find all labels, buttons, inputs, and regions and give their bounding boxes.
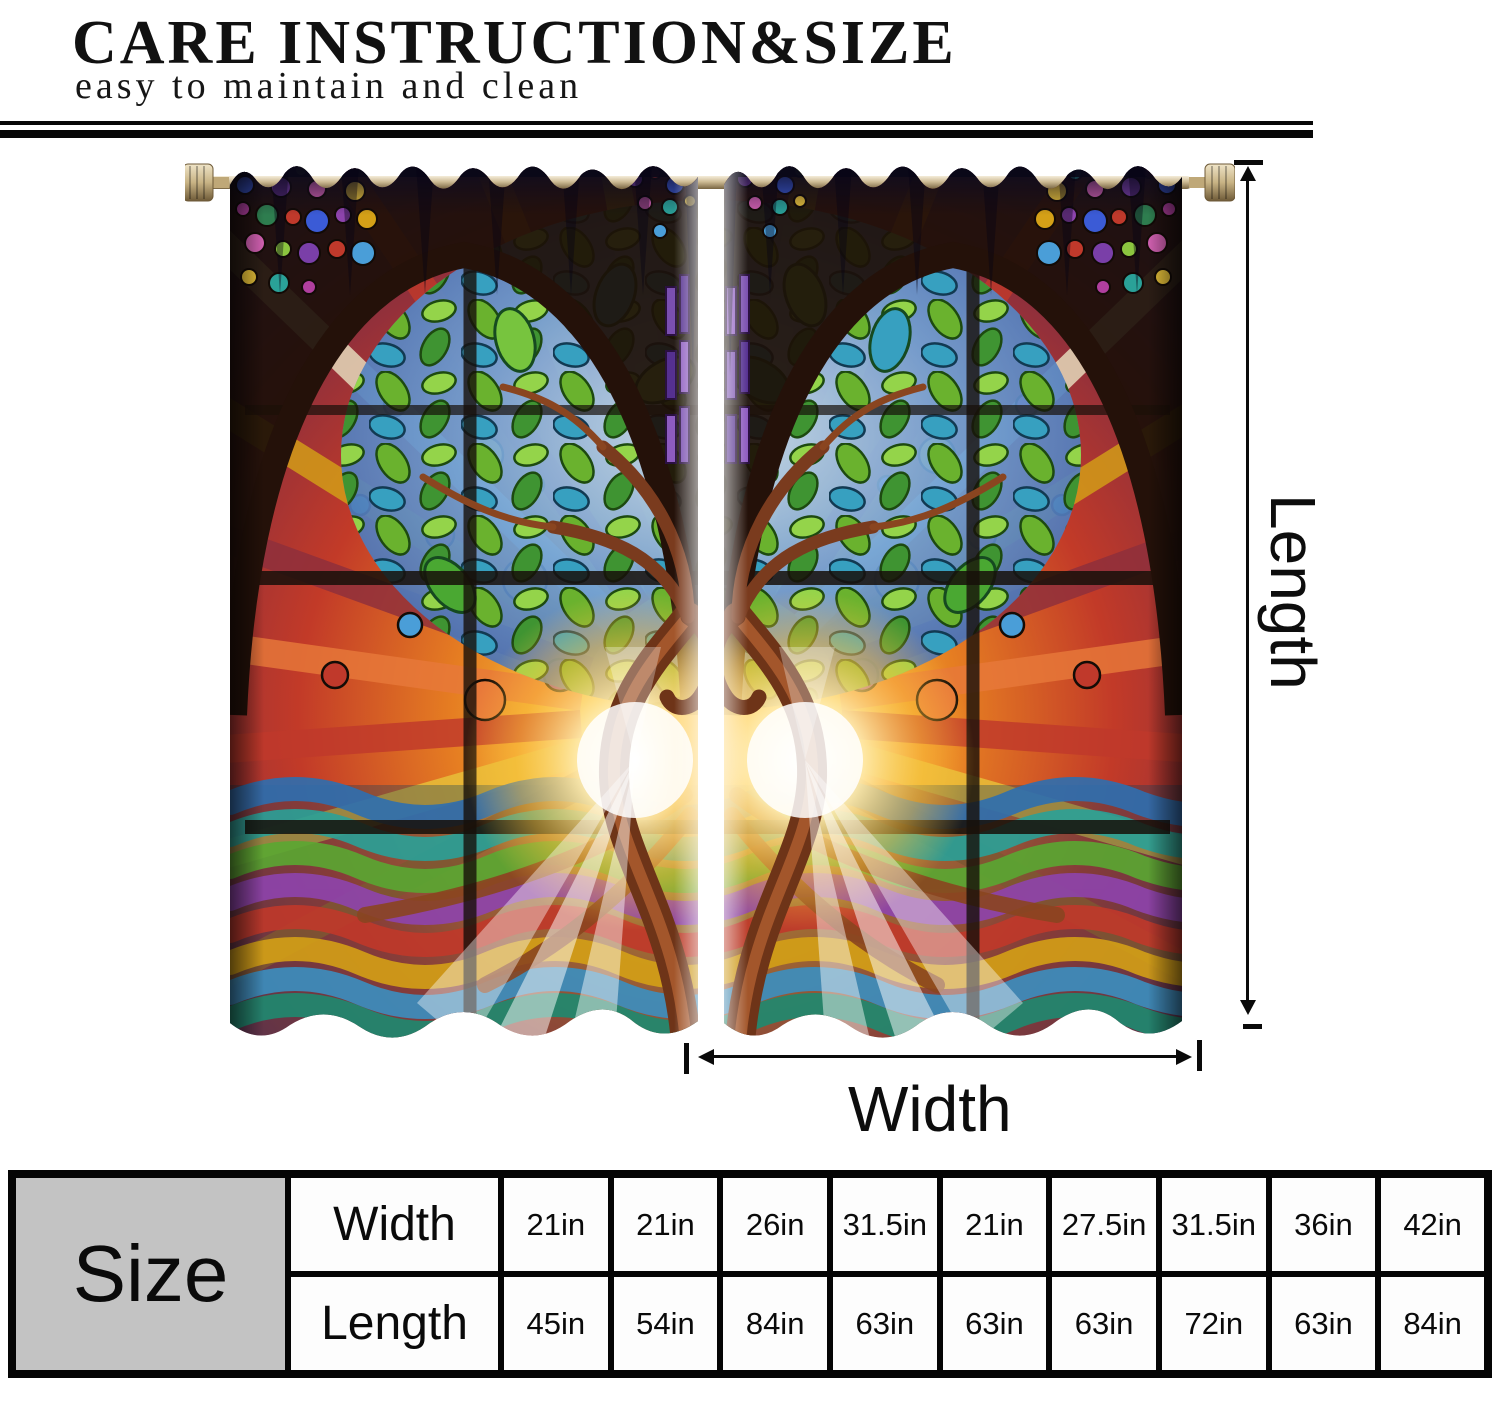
width-value: 31.5in <box>826 1171 943 1277</box>
light-beams <box>417 647 1023 1038</box>
divider-line-thick <box>0 130 1313 138</box>
length-tick-top <box>1234 160 1263 165</box>
size-table-width-row: Size Width 21in 21in 26in 31.5in 21in 27… <box>9 1171 1491 1377</box>
length-arrowhead-up <box>1240 166 1256 181</box>
divider-line-thin <box>0 121 1313 125</box>
width-value: 21in <box>498 1171 614 1277</box>
width-value: 21in <box>607 1171 724 1277</box>
length-value: 63in <box>826 1271 943 1377</box>
width-row-label: Width <box>285 1171 504 1277</box>
arch-frames <box>230 166 1182 716</box>
right-finial <box>1189 163 1235 202</box>
length-value: 54in <box>607 1271 724 1377</box>
page-subtitle: easy to maintain and clean <box>75 65 583 107</box>
width-tick-right <box>1197 1040 1202 1071</box>
width-arrowhead-left <box>698 1049 714 1065</box>
left-finial <box>185 163 229 202</box>
width-arrow-line <box>714 1055 1176 1058</box>
width-label: Width <box>848 1073 1012 1145</box>
size-table: Size Width 21in 21in 26in 31.5in 21in 27… <box>8 1170 1492 1378</box>
length-value: 63in <box>1265 1271 1382 1377</box>
length-tick-bottom <box>1243 1024 1262 1029</box>
width-value: 21in <box>936 1171 1053 1277</box>
length-value: 84in <box>717 1271 833 1377</box>
length-row-label: Length <box>285 1271 504 1377</box>
width-value: 26in <box>717 1171 833 1277</box>
width-value: 27.5in <box>1046 1171 1162 1277</box>
width-value: 31.5in <box>1155 1171 1272 1277</box>
width-tick-left <box>684 1043 689 1074</box>
length-value: 72in <box>1155 1271 1272 1377</box>
width-value: 36in <box>1265 1171 1382 1277</box>
curtain-product-image <box>185 163 1235 1038</box>
length-arrowhead-down <box>1240 1000 1256 1015</box>
edge-shading <box>230 166 1182 1038</box>
size-table-corner-label: Size <box>9 1171 291 1377</box>
length-value: 84in <box>1375 1271 1491 1377</box>
stained-glass-art <box>230 166 1182 1038</box>
page-title: CARE INSTRUCTION&SIZE <box>72 9 957 77</box>
length-label: Length <box>1257 494 1329 690</box>
size-table-length-row: Length 45in 54in 84in 63in 63in 63in 72i… <box>12 1271 1491 1377</box>
length-value: 45in <box>498 1271 614 1377</box>
length-value: 63in <box>1046 1271 1162 1377</box>
width-arrowhead-right <box>1176 1049 1192 1065</box>
length-value: 63in <box>936 1271 1053 1377</box>
length-arrow-line <box>1246 176 1249 1008</box>
width-value: 42in <box>1375 1171 1491 1277</box>
